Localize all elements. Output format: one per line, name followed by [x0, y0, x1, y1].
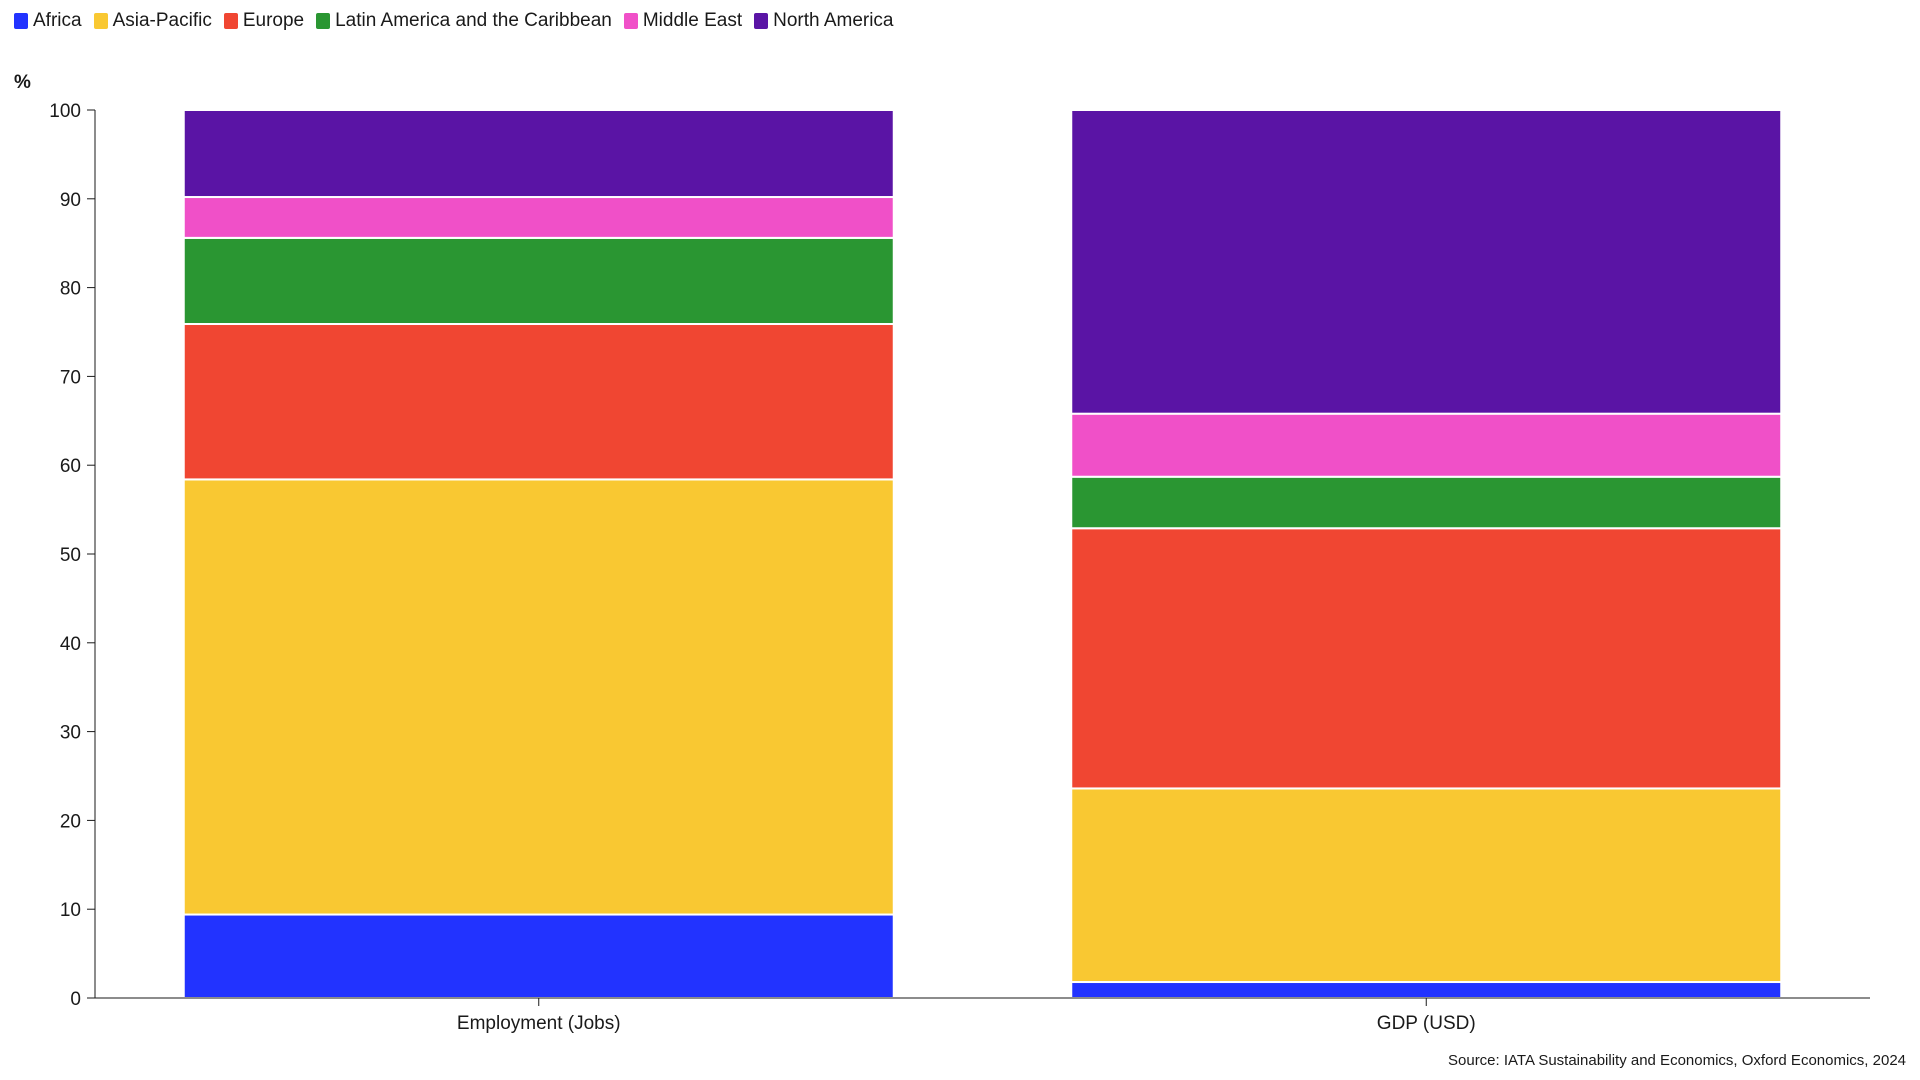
legend-label-middle-east: Middle East	[642, 10, 743, 31]
bars-layer	[182, 109, 1783, 1000]
x-tick-label: GDP (USD)	[1377, 1013, 1476, 1034]
bar-segment-employment-jobs-asia-pacific	[182, 478, 895, 916]
source-note: Source: IATA Sustainability and Economic…	[1448, 1052, 1906, 1069]
bar-segment-gdp-usd-north-america	[1070, 109, 1783, 415]
x-tick-label: Employment (Jobs)	[457, 1013, 621, 1034]
y-tick-label: 70	[60, 367, 81, 388]
legend-label-africa: Africa	[33, 10, 82, 31]
legend-item-middle-east: Middle East	[623, 10, 743, 32]
legend-label-europe: Europe	[242, 10, 305, 31]
axis-layer: Employment (Jobs) GDP (USD) 0 10 20 30 40 50 60 7…	[14, 72, 1870, 1034]
bar-segment-gdp-usd-latin-america-and-the-caribbean	[1070, 475, 1783, 530]
chart-legend: Africa Asia-Pacific Europe Latin America an…	[14, 10, 894, 32]
bar-segment-employment-jobs-africa	[182, 913, 895, 1000]
bar-segment-gdp-usd-asia-pacific	[1070, 787, 1783, 984]
legend-swatch-middle-east	[623, 13, 638, 29]
y-tick-label: 80	[60, 279, 81, 300]
legend-swatch-europe	[223, 13, 238, 29]
legend-label-latin-america-and-the-caribbean: Latin America and the Caribbean	[335, 10, 612, 31]
bar-segment-employment-jobs-europe	[182, 323, 895, 481]
bar-segment-employment-jobs-latin-america-and-the-caribbean	[182, 236, 895, 326]
y-tick-label: 0	[70, 989, 81, 1010]
legend-item-asia-pacific: Asia-Pacific	[93, 10, 212, 32]
legend-swatch-africa	[14, 13, 28, 29]
y-tick-label: 30	[60, 723, 81, 744]
bar-segment-gdp-usd-africa	[1070, 981, 1783, 999]
y-tick-label: 50	[60, 545, 81, 566]
bar-segment-gdp-usd-middle-east	[1070, 412, 1783, 478]
y-tick-label: 60	[60, 456, 81, 477]
legend-label-asia-pacific: Asia-Pacific	[112, 10, 212, 31]
legend-label-north-america: North America	[773, 10, 894, 31]
bar-segment-gdp-usd-europe	[1070, 527, 1783, 790]
legend-item-north-america: North America	[754, 10, 894, 32]
legend-item-latin-america-and-the-caribbean: Latin America and the Caribbean	[316, 10, 612, 32]
bar-segment-employment-jobs-middle-east	[182, 196, 895, 239]
legend-swatch-north-america	[754, 13, 769, 29]
y-tick-label: 10	[60, 900, 81, 921]
y-tick-label: 20	[60, 811, 81, 832]
y-tick-label: 90	[60, 190, 81, 211]
y-tick-label: 40	[60, 634, 81, 655]
legend-item-africa: Africa	[14, 10, 82, 32]
bar-segment-employment-jobs-north-america	[182, 109, 895, 199]
y-axis-unit-label: %	[14, 72, 31, 93]
legend-swatch-latin-america-and-the-caribbean	[316, 13, 331, 29]
legend-swatch-asia-pacific	[93, 13, 108, 29]
legend-item-europe: Europe	[223, 10, 305, 32]
y-tick-label: 100	[49, 101, 81, 122]
